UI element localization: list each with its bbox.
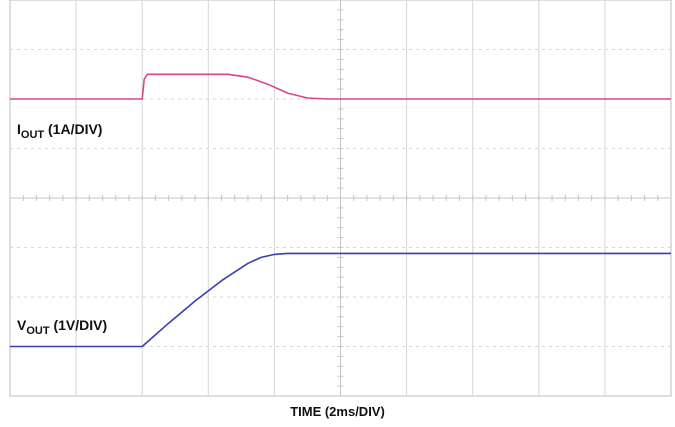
iout-trace <box>10 73 671 100</box>
trace-labels: IOUT (1A/DIV) VOUT (1V/DIV) <box>17 121 107 337</box>
oscilloscope-plot: IOUT (1A/DIV) VOUT (1V/DIV) <box>9 0 672 397</box>
vout-label: VOUT (1V/DIV) <box>17 317 107 337</box>
x-axis-label: TIME (2ms/DIV) <box>290 404 385 419</box>
iout-label: IOUT (1A/DIV) <box>17 121 102 141</box>
grid <box>9 0 672 397</box>
vout-trace <box>10 252 671 348</box>
traces <box>10 73 671 348</box>
